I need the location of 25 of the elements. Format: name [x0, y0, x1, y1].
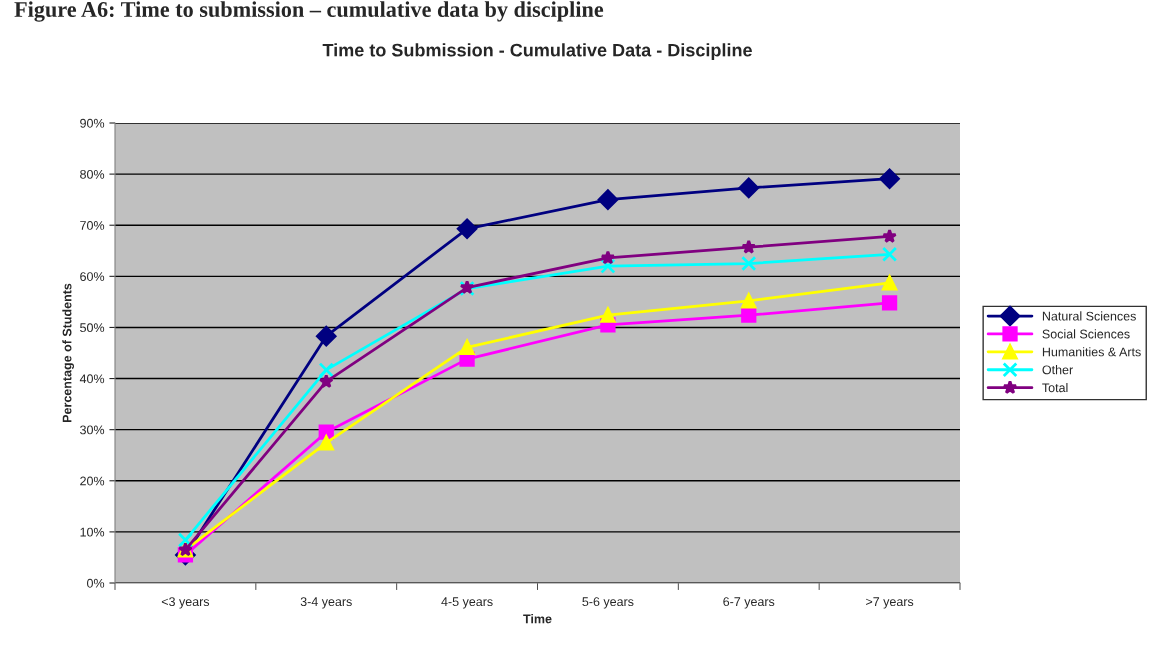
y-tick-label: 60% [80, 272, 105, 281]
legend-label: Other [1042, 365, 1073, 375]
y-tick-label: 40% [79, 374, 105, 384]
legend-label: Natural Sciences [1042, 311, 1136, 321]
y-tick-label: 30% [80, 425, 105, 435]
x-tick-label: 6-7 years [723, 597, 775, 609]
x-tick-label: >7 years [866, 597, 914, 609]
y-tick-label: 90% [80, 118, 105, 128]
y-tick-label: 10% [80, 527, 105, 537]
y-tick-label: 20% [80, 476, 105, 486]
y-tick-label: 0% [87, 578, 105, 588]
x-axis-title: Time [523, 614, 552, 624]
x-tick-label: 4-5 years [441, 597, 493, 609]
y-axis-title: Percentage of Students [62, 283, 75, 422]
x-tick-label: 3-4 years [300, 597, 352, 609]
y-tick-label: 80% [80, 169, 105, 179]
x-tick-label: <3 years [161, 597, 210, 609]
caption: Figure A6: Time to submission – cumulative data by discipline [14, 1, 604, 22]
y-tick-label: 50% [80, 323, 105, 333]
legend-label: Social Sciences [1042, 329, 1130, 339]
y-tick-label: 70% [80, 221, 105, 230]
legend-label: Total [1042, 382, 1068, 393]
x-tick-label: 5-6 years [582, 597, 634, 609]
legend-label: Humanities & Arts [1042, 347, 1141, 357]
chart-title: Time to Submission - Cumulative Data - Discipline [322, 43, 752, 61]
